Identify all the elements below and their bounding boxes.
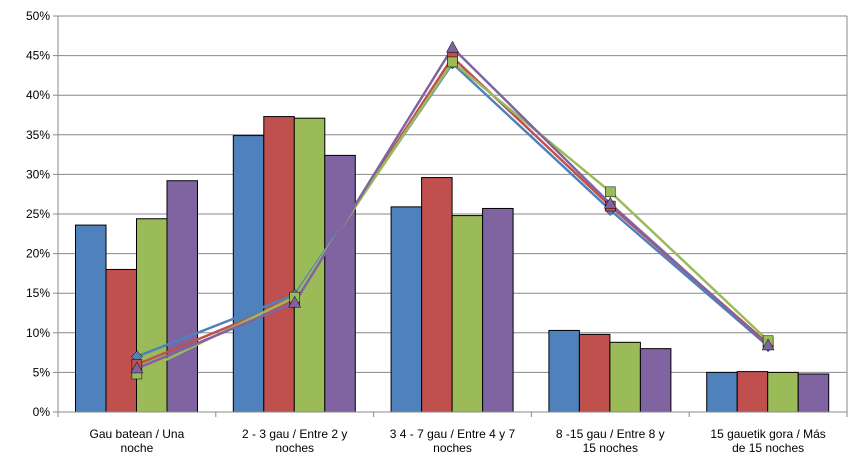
bar [609,341,641,413]
x-tick-label-line: noches [433,441,472,455]
y-tick-label: 20% [26,247,50,261]
x-tick-label-line: noches [275,441,314,455]
bar [166,180,198,413]
x-tick-label-line: 8 -15 gau / Entre 8 y [556,427,665,441]
data-point [761,338,775,351]
bar [263,116,295,413]
bar [232,135,265,413]
data-point [130,361,144,374]
data-point [603,196,617,209]
y-tick-labels: 0% 5% 10% 15% 20% 25% 30% 35% 40% 45% 50% [26,9,50,419]
bar [136,218,168,413]
x-tick-label-line: 15 gauetik gora / Más [710,427,825,441]
y-tick-label: 0% [33,405,51,419]
bar [736,371,769,413]
bars [75,116,830,413]
axes [53,15,848,417]
bar [105,268,137,413]
bar [75,224,107,413]
y-tick-label: 45% [26,49,50,63]
x-tick-label: 8 -15 gau / Entre 8 y 15 noches [556,427,665,455]
x-tick-label-line: 3 4 - 7 gau / Entre 4 y 7 [390,427,516,441]
x-tick-labels: Gau batean / Una noche 2 - 3 gau / Entre 2… [90,427,826,455]
bar [293,117,326,413]
bar [706,371,738,413]
x-tick-label: 3 4 - 7 gau / Entre 4 y 7 noches [390,427,516,455]
bar [390,206,423,413]
data-point [605,186,616,198]
y-tick-label: 30% [26,167,50,181]
data-point [288,295,302,308]
data-point [447,56,458,68]
bar [797,373,830,413]
y-tick-label: 35% [26,128,50,142]
bar [421,177,453,413]
x-tick-label-line: 15 noches [583,441,638,455]
y-tick-label: 15% [26,286,50,300]
y-tick-label: 50% [26,9,50,23]
x-tick-label-line: Gau batean / Una [90,427,185,441]
x-tick-label: 2 - 3 gau / Entre 2 y noches [242,427,347,455]
bar [578,333,611,413]
bar [451,215,484,413]
bar [482,207,514,413]
y-tick-label: 5% [33,365,51,379]
bar [548,329,580,413]
x-tick-label-line: de 15 noches [732,441,804,455]
y-tick-label: 40% [26,88,50,102]
bar [324,154,356,413]
line-markers [130,40,775,380]
y-tick-label: 25% [26,207,50,221]
data-point [446,40,459,53]
bar [767,371,799,413]
y-tick-label: 10% [26,326,50,340]
x-tick-label: Gau batean / Una noche [90,427,185,455]
x-tick-label-line: 2 - 3 gau / Entre 2 y [242,427,347,441]
x-tick-label: 15 gauetik gora / Más de 15 noches [710,427,825,455]
bar [639,348,672,413]
x-tick-label-line: noche [121,441,154,455]
